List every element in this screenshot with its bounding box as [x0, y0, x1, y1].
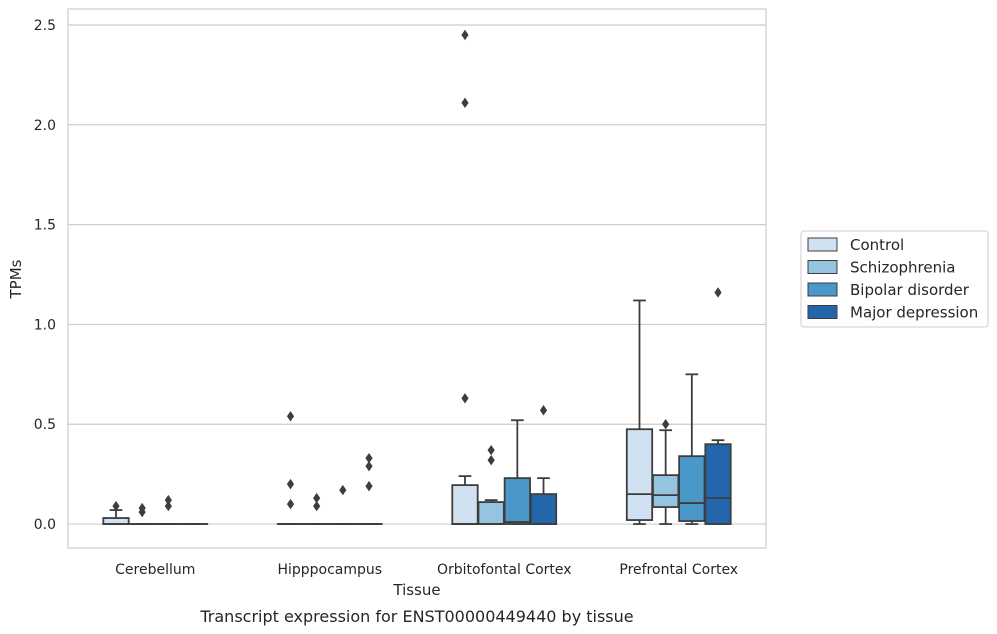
box-body: [625, 428, 654, 521]
outlier-point: [365, 460, 373, 472]
legend-swatch: [807, 305, 838, 319]
box-body: [529, 493, 558, 525]
y-tick-label: 1.0: [34, 317, 56, 333]
box-schizophrenia: [128, 502, 156, 525]
legend-swatch: [807, 237, 838, 252]
x-tick-label: Prefrontal Cortex: [619, 562, 738, 578]
outlier-point: [487, 454, 495, 466]
box-bipolar-disorder: [503, 419, 531, 525]
plot-area-frame: [67, 8, 767, 549]
outlier-point: [164, 494, 172, 506]
box-schizophrenia: [477, 444, 505, 525]
outlier-point: [138, 502, 146, 514]
box-body: [678, 455, 706, 522]
box-body: [451, 484, 479, 525]
outlier-point: [487, 444, 495, 456]
legend-swatch: [807, 260, 838, 274]
outlier-point: [313, 492, 321, 504]
x-tick-label: Hipppocampus: [277, 562, 382, 578]
y-tick-labels: 0.0 0.5 1.0 1.5 2.0 2.5: [34, 18, 56, 533]
legend-label: Major depression: [850, 304, 978, 322]
box-control: [102, 500, 130, 525]
box-major-depression: [704, 287, 732, 525]
legend-frame: [800, 230, 989, 328]
boxes: [102, 29, 732, 525]
x-tick-label: Orbitofontal Cortex: [437, 562, 572, 578]
y-axis-label: TPMs: [7, 259, 25, 299]
outlier-point: [286, 498, 295, 510]
y-tick-label: 1.5: [34, 218, 56, 234]
outlier-point: [461, 393, 469, 404]
box-control: [625, 299, 654, 525]
outlier-point: [112, 500, 120, 512]
box-bipolar-disorder: [678, 373, 706, 525]
outlier-point: [164, 500, 172, 512]
outlier-point: [539, 405, 548, 416]
outlier-point: [714, 287, 722, 298]
y-tick-label: 0.5: [34, 417, 56, 433]
legend-label: Schizophrenia: [850, 259, 955, 277]
chart-caption: Transcript expression for ENST0000044944…: [199, 607, 633, 626]
x-tick-label: Cerebellum: [115, 562, 195, 578]
legend: Control Schizophrenia Bipolar disorder Majo…: [800, 230, 989, 328]
box-major-depression: [355, 452, 383, 525]
box-schizophrenia: [303, 492, 331, 525]
box-body: [652, 474, 680, 508]
outlier-point: [286, 478, 295, 490]
outlier-point: [662, 419, 670, 430]
box-control: [451, 29, 479, 525]
y-tick-label: 2.5: [34, 18, 56, 34]
outlier-point: [461, 29, 469, 41]
x-tick-labels: Cerebellum Hipppocampus Orbitofontal Corte…: [115, 562, 738, 578]
legend-label: Bipolar disorder: [850, 281, 970, 299]
outlier-point: [286, 411, 295, 422]
outlier-point: [365, 480, 373, 492]
box-schizophrenia: [652, 419, 680, 525]
box-control: [276, 411, 305, 525]
legend-swatch: [807, 282, 838, 297]
box-bipolar-disorder: [329, 484, 357, 525]
outlier-point: [313, 500, 321, 512]
y-tick-label: 2.0: [34, 118, 56, 134]
legend-label: Control: [850, 236, 904, 254]
box-major-depression: [529, 405, 558, 525]
outlier-point: [461, 97, 469, 109]
gridlines: [68, 24, 766, 525]
x-axis-label: Tissue: [392, 581, 440, 599]
outlier-point: [365, 452, 373, 464]
box-body: [704, 443, 732, 525]
box-body: [503, 477, 531, 525]
outlier-point: [339, 484, 347, 496]
box-bipolar-disorder: [154, 494, 182, 525]
y-tick-label: 0.0: [34, 517, 56, 533]
box-body: [477, 501, 505, 525]
